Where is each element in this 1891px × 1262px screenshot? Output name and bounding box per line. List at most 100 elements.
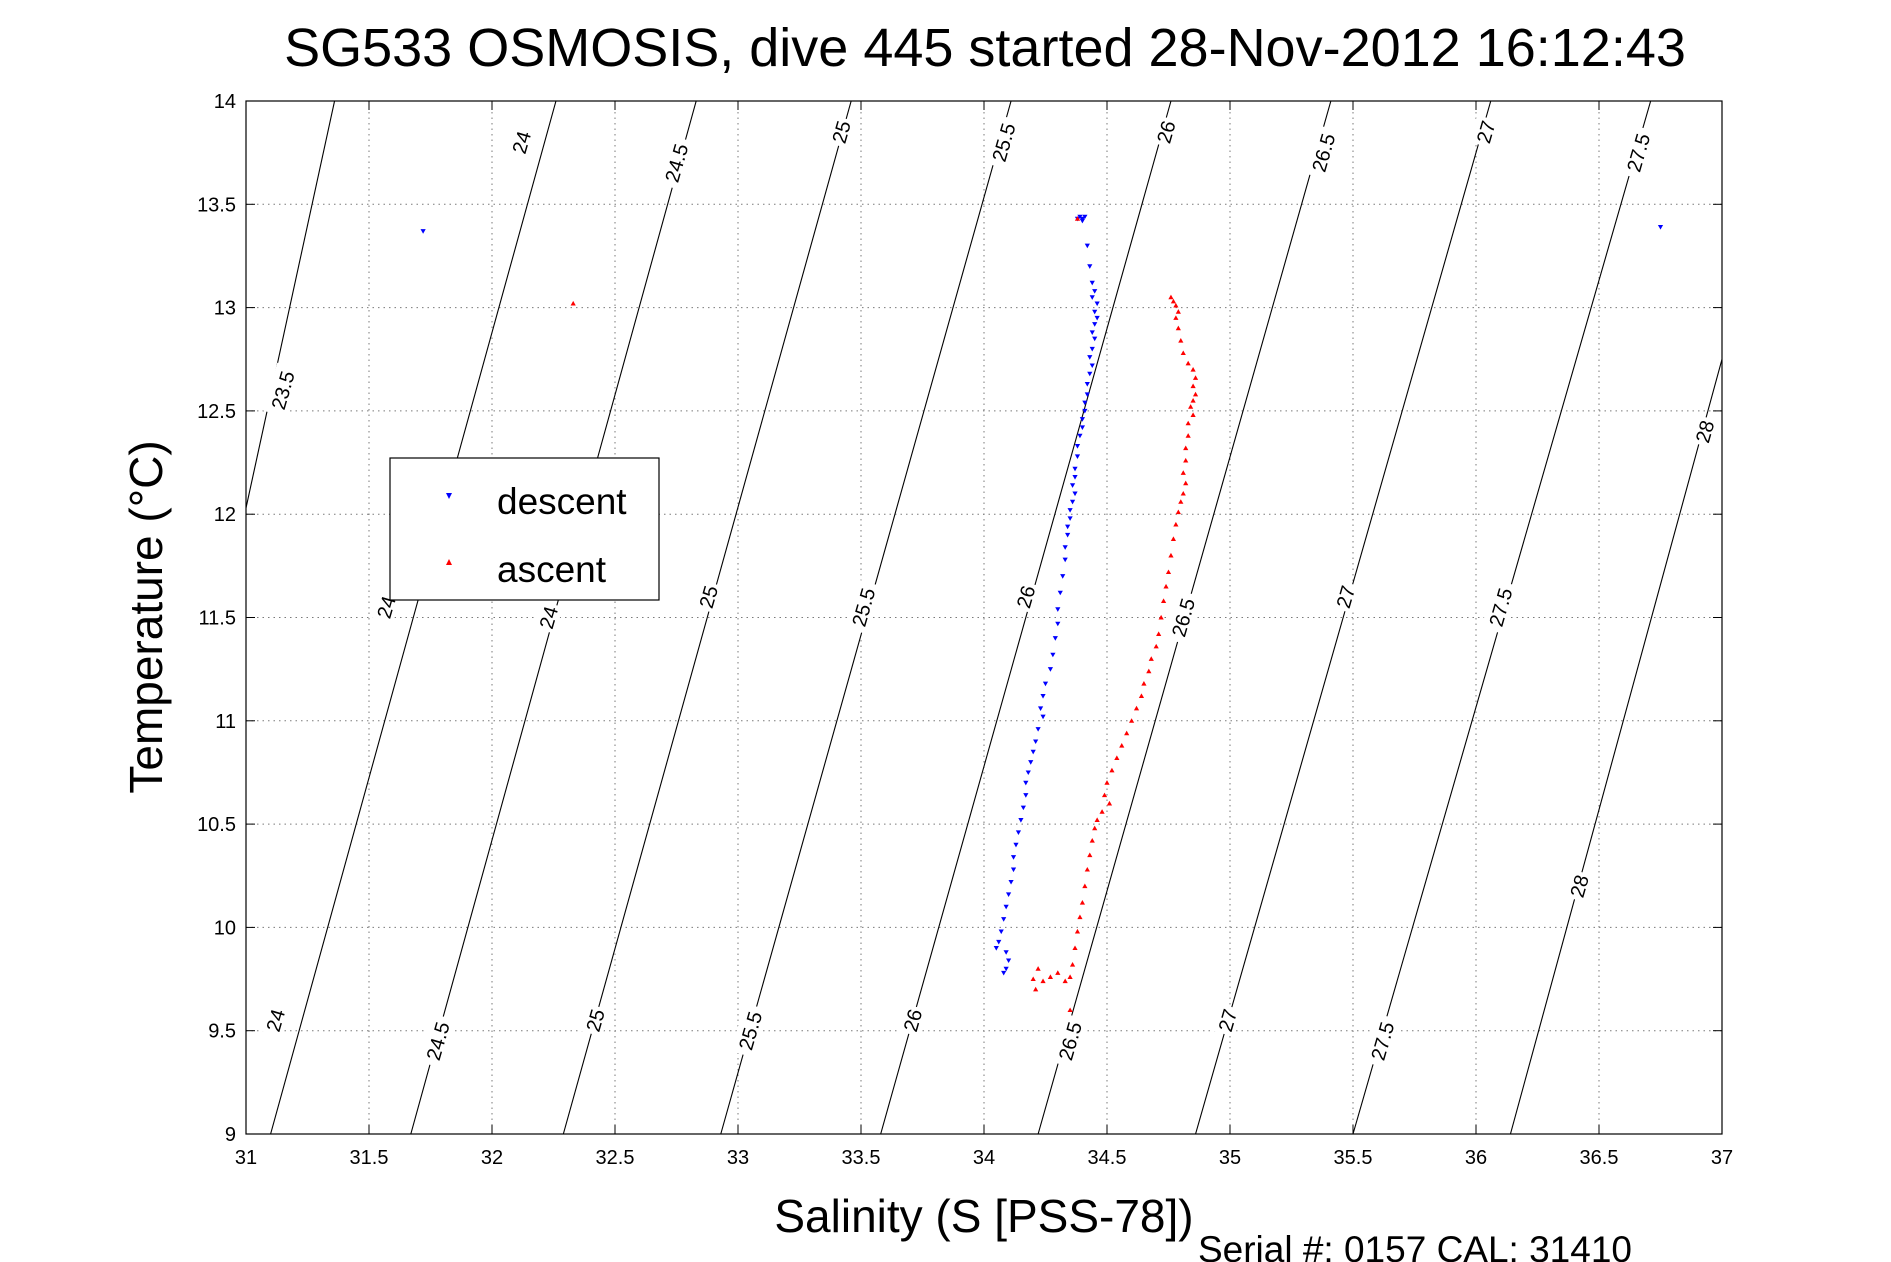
density-contour-label-group: 26	[896, 1003, 927, 1037]
descent-point	[1065, 532, 1071, 538]
descent-point	[1084, 382, 1090, 387]
ascent-point	[1170, 536, 1177, 541]
descent-point	[1079, 417, 1085, 422]
descent-point	[1079, 425, 1085, 431]
y-tick-label: 14	[214, 91, 236, 113]
ascent-point	[1099, 809, 1105, 814]
ascent-point	[1074, 928, 1081, 934]
descent-point	[1092, 322, 1098, 327]
ascent-point	[1074, 216, 1081, 221]
descent-point	[1084, 392, 1090, 397]
density-contour-label-bg	[1481, 579, 1519, 635]
ascent-point	[1175, 509, 1181, 515]
density-contour-label-bg	[1163, 589, 1201, 645]
descent-point	[993, 946, 999, 951]
x-tick-label: 32	[481, 1147, 503, 1169]
density-contour-label-bg	[1211, 1003, 1242, 1037]
ascent-point	[1141, 681, 1147, 686]
density-contour-label-group: 25	[824, 114, 856, 149]
density-contour-label-group: 25	[692, 579, 723, 614]
ascent-point	[1055, 970, 1061, 975]
y-tick-label: 12	[214, 504, 236, 526]
ascent-point	[1101, 792, 1108, 798]
y-tick-label: 10	[214, 917, 236, 939]
y-tick-label: 9	[225, 1124, 236, 1146]
descent-point	[1092, 336, 1098, 342]
ascent-point	[1067, 974, 1073, 979]
descent-point	[998, 929, 1004, 935]
ascent-point	[1109, 767, 1115, 773]
density-contour-label-bg	[259, 1003, 290, 1037]
ascent-point	[1173, 521, 1179, 527]
density-contour-label-bg	[532, 600, 564, 634]
descent-point	[1003, 904, 1009, 910]
ascent-point	[1183, 457, 1189, 463]
ascent-point	[1160, 598, 1167, 603]
x-axis-title: Salinity (S [PSS-78])	[774, 1190, 1193, 1242]
descent-point	[1072, 466, 1078, 472]
legend-ascent-marker	[446, 559, 452, 565]
ascent-point	[1069, 961, 1076, 967]
ascent-point	[1062, 978, 1068, 984]
density-contour-line	[562, 100, 852, 1135]
descent-point	[1010, 867, 1017, 873]
ascent-point	[1079, 900, 1085, 905]
chart-title: SG533 OSMOSIS, dive 445 started 28-Nov-2…	[284, 18, 1686, 78]
density-contour-label-group: 25	[578, 1003, 610, 1037]
y-tick-label: 13	[214, 298, 236, 320]
ascent-point	[1190, 412, 1196, 418]
ascent-point	[1138, 693, 1145, 699]
descent-point	[1060, 574, 1066, 579]
density-contour-label-bg	[1688, 414, 1720, 449]
descent-point	[1052, 636, 1058, 641]
descent-point	[1062, 557, 1068, 563]
ascent-point	[1148, 656, 1154, 661]
ascent-point	[1192, 391, 1199, 397]
legend-box	[389, 457, 660, 601]
ascent-point	[1180, 350, 1186, 356]
descent-point	[1089, 280, 1095, 286]
ascent-point	[1047, 974, 1054, 979]
descent-point	[1035, 727, 1041, 732]
descent-point	[1001, 970, 1007, 976]
x-tick-label: 35.5	[1334, 1147, 1373, 1169]
x-tick-label: 36.5	[1580, 1147, 1619, 1169]
density-contour-label-group: 25.5	[844, 579, 881, 635]
legend-descent-marker	[446, 493, 452, 499]
descent-point	[1003, 966, 1009, 972]
ascent-point	[1188, 404, 1194, 409]
descent-point	[1089, 363, 1095, 369]
x-tick-label: 37	[1711, 1147, 1733, 1169]
y-tick-label: 10.5	[197, 814, 236, 836]
descent-point	[1079, 218, 1085, 224]
y-tick-label: 11.5	[199, 608, 236, 630]
x-tick-label: 34	[973, 1147, 995, 1169]
density-contour-label-bg	[505, 125, 536, 159]
descent-point	[1006, 958, 1012, 964]
y-tick-label: 13.5	[197, 194, 236, 216]
descent-point	[1008, 879, 1014, 885]
ascent-point	[1183, 480, 1189, 486]
density-contour-label-bg	[1149, 114, 1181, 149]
ascent-point	[1178, 499, 1184, 504]
x-tick-label: 34.5	[1088, 1147, 1127, 1169]
ascent-point	[1084, 866, 1090, 872]
descent-point	[1089, 295, 1095, 300]
ascent-point	[1133, 705, 1140, 711]
ascent-point	[1104, 780, 1110, 785]
descent-point	[1069, 483, 1076, 488]
ascent-point	[1035, 966, 1041, 971]
descent-point	[1067, 508, 1073, 513]
density-contour-label-bg	[1469, 114, 1501, 149]
descent-point	[1023, 793, 1029, 798]
descent-point	[1047, 667, 1054, 672]
x-tick-label: 35	[1219, 1147, 1241, 1169]
density-contour-line	[270, 100, 557, 1135]
descent-point	[1077, 433, 1083, 439]
density-contour-line	[245, 100, 336, 509]
legend-descent-label: descent	[497, 481, 627, 522]
ascent-point	[1190, 383, 1196, 389]
ascent-point	[1030, 976, 1036, 982]
density-contour-label-group: 28	[1688, 414, 1720, 449]
ascent-point	[1146, 668, 1152, 674]
